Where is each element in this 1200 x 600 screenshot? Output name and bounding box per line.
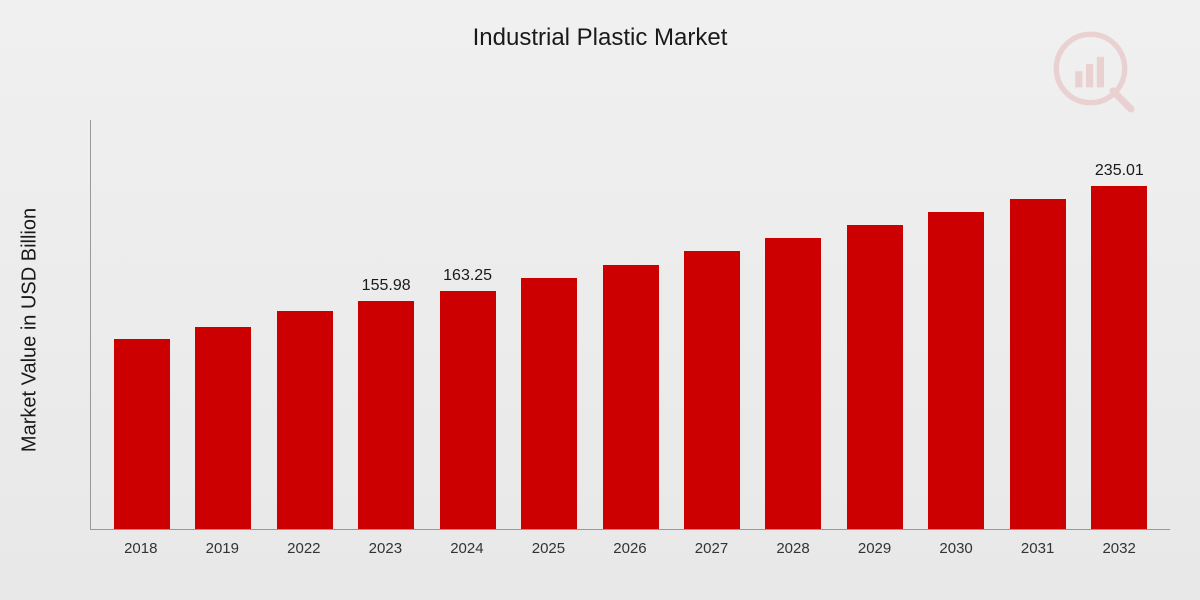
- bar-group: [753, 120, 834, 529]
- bar-group: [264, 120, 345, 529]
- x-axis-tick-label: 2022: [263, 530, 345, 570]
- x-axis-tick-label: 2030: [915, 530, 997, 570]
- bar-group: [834, 120, 915, 529]
- x-axis-tick-label: 2024: [426, 530, 508, 570]
- x-axis-tick-label: 2025: [508, 530, 590, 570]
- chart-title: Industrial Plastic Market: [0, 0, 1200, 52]
- bar-group: [590, 120, 671, 529]
- x-axis-tick-label: 2027: [671, 530, 753, 570]
- bar: [358, 301, 414, 529]
- bar-group: 155.98: [345, 120, 426, 529]
- plot-area: 155.98 163.25 235.01: [90, 120, 1170, 530]
- x-axis-tick-label: 2031: [997, 530, 1079, 570]
- x-axis-tick-label: 2019: [182, 530, 264, 570]
- bar-group: 163.25: [427, 120, 508, 529]
- bar-group: [182, 120, 263, 529]
- bar-group: [101, 120, 182, 529]
- bar-group: [997, 120, 1078, 529]
- bar: [277, 311, 333, 529]
- bar-group: [508, 120, 589, 529]
- x-axis-tick-label: 2018: [100, 530, 182, 570]
- x-axis-tick-label: 2032: [1078, 530, 1160, 570]
- chart-wrapper: Market Value in USD Billion 155.98163.25…: [40, 90, 1170, 570]
- bar-group: [671, 120, 752, 529]
- bar-group: 235.01: [1079, 120, 1160, 529]
- y-axis-label: Market Value in USD Billion: [19, 208, 42, 452]
- x-labels-container: 2018201920222023202420252026202720282029…: [90, 530, 1170, 570]
- bar: [195, 327, 251, 529]
- x-axis-tick-label: 2028: [752, 530, 834, 570]
- bar: [114, 339, 170, 529]
- bar: [847, 225, 903, 529]
- bar: [440, 291, 496, 529]
- x-axis-tick-label: 2029: [834, 530, 916, 570]
- x-axis-tick-label: 2023: [345, 530, 427, 570]
- bar-value-label: 155.98: [362, 277, 411, 295]
- bar: [603, 265, 659, 529]
- bar-group: [916, 120, 997, 529]
- bar: [928, 212, 984, 529]
- bar: [1091, 186, 1147, 529]
- bar: [684, 251, 740, 529]
- bar: [1010, 199, 1066, 529]
- bar: [765, 238, 821, 529]
- bar: [521, 278, 577, 529]
- bars-container: 155.98 163.25 235.01: [91, 120, 1170, 529]
- bar-value-label: 235.01: [1095, 162, 1144, 180]
- bar-value-label: 163.25: [443, 267, 492, 285]
- x-axis-tick-label: 2026: [589, 530, 671, 570]
